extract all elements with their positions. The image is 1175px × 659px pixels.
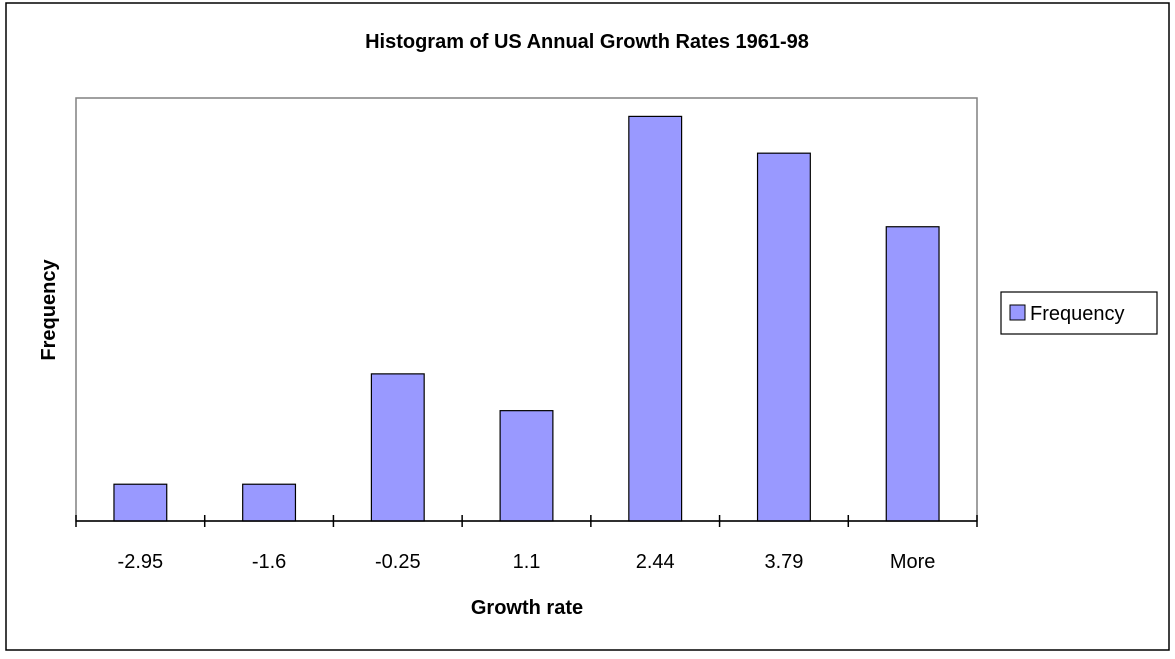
x-axis-label: Growth rate	[471, 597, 583, 619]
x-tick-labels: -2.95 -1.6 -0.25 1.1 2.44 3.79 More	[118, 551, 936, 573]
x-tick-label-1: -1.6	[252, 551, 286, 573]
x-tick-label-3: 1.1	[513, 551, 541, 573]
bar-1	[242, 483, 297, 522]
bar-3	[499, 410, 554, 522]
y-axis-label: Frequency	[38, 259, 60, 361]
bar-2	[370, 373, 425, 522]
bar-0	[113, 483, 168, 522]
x-tick-label-5: 3.79	[764, 551, 803, 573]
bar-group	[113, 115, 940, 522]
x-tick-label-4: 2.44	[636, 551, 675, 573]
legend-label: Frequency	[1030, 303, 1125, 325]
legend: Frequency	[1000, 291, 1158, 335]
x-tick-label-0: -2.95	[118, 551, 164, 573]
bar-4	[628, 115, 683, 522]
x-tick-label-2: -0.25	[375, 551, 421, 573]
bar-5	[756, 152, 811, 522]
legend-swatch	[1009, 304, 1026, 321]
legend-box	[1000, 291, 1158, 335]
chart-title: Histogram of US Annual Growth Rates 1961…	[365, 31, 809, 53]
x-tick-label-6: More	[890, 551, 936, 573]
bar-6	[885, 226, 940, 522]
